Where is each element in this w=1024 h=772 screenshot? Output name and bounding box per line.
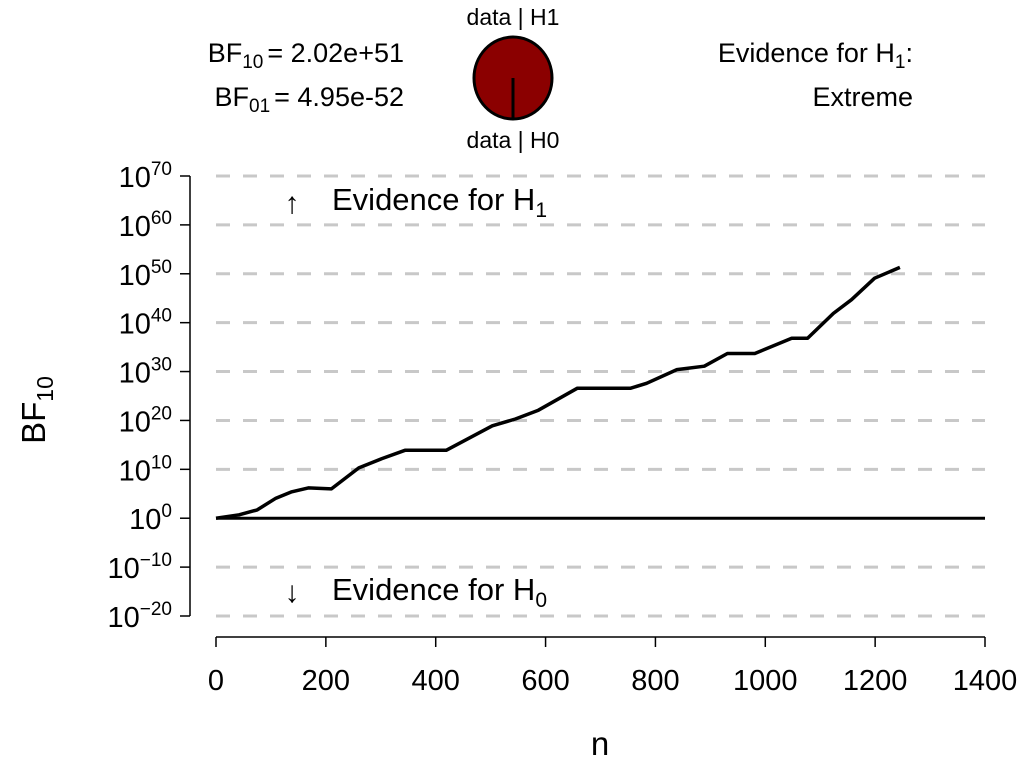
y-tick-label: 1040: [119, 306, 172, 341]
pie-top-label: data | H1: [467, 4, 560, 30]
y-tick-label: 1020: [119, 403, 172, 438]
evidence-category: Evidence for H1: Extreme: [718, 38, 913, 112]
y-axis: 1070 1060 1050 1040 1030 1020 1010 100 10−10 10−2…: [108, 159, 191, 634]
evidence-level: Extreme: [812, 82, 913, 112]
x-tick-label: 800: [631, 665, 679, 697]
grid-lines: [216, 174, 985, 618]
evidence-h1-annotation: ↑ Evidence for H1: [285, 182, 548, 222]
x-axis-label: n: [591, 725, 609, 762]
x-tick-label: 200: [302, 665, 350, 697]
y-tick-label: 10−10: [108, 550, 173, 585]
bf10-series-line: [215, 265, 901, 520]
y-tick-label: 100: [129, 501, 172, 536]
up-annotation-text: Evidence for H1: [332, 182, 547, 222]
y-tick-label: 10−20: [108, 599, 173, 634]
y-axis-label: BF10: [15, 376, 58, 444]
x-tick-label: 1000: [733, 665, 798, 697]
evidence-heading: Evidence for H1:: [718, 38, 913, 73]
x-tick-label: 1200: [843, 665, 908, 697]
y-tick-label: 1030: [119, 355, 172, 390]
up-arrow-icon: ↑: [285, 187, 300, 220]
x-tick-label: 600: [521, 665, 569, 697]
y-tick-label: 1050: [119, 257, 172, 292]
down-arrow-icon: ↓: [285, 576, 300, 609]
pie-bottom-label: data | H0: [467, 127, 560, 153]
y-tick-label: 1070: [119, 159, 172, 194]
bf10-text: BF10 = 2.02e+51: [208, 38, 404, 73]
x-axis: 0 200 400 600 800 1000 1200 1400: [208, 636, 1018, 697]
x-tick-label: 1400: [953, 665, 1018, 697]
evidence-h0-annotation: ↓ Evidence for H0: [285, 572, 548, 612]
x-tick-label: 400: [412, 665, 460, 697]
y-tick-label: 1060: [119, 208, 172, 243]
bf01-text: BF01 = 4.95e-52: [214, 82, 404, 117]
x-tick-label: 0: [208, 665, 224, 697]
y-tick-label: 1010: [119, 452, 172, 487]
bf-values: BF10 = 2.02e+51 BF01 = 4.95e-52: [208, 38, 404, 117]
probability-wheel: data | H1 data | H0: [467, 4, 560, 153]
down-annotation-text: Evidence for H0: [332, 572, 547, 612]
